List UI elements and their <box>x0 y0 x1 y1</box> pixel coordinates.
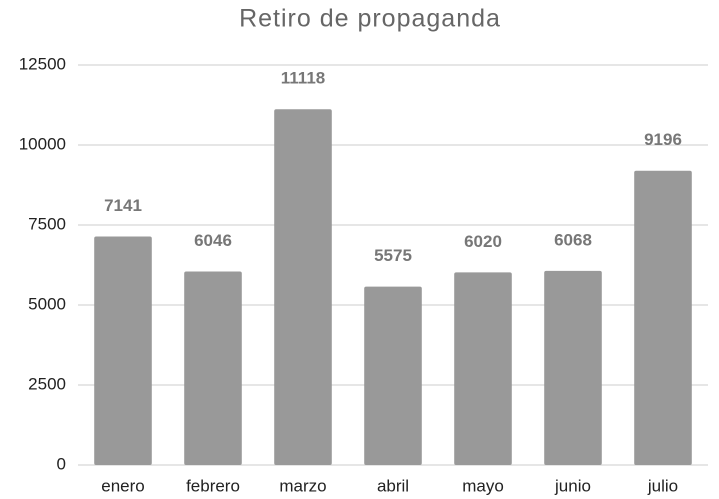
value-label: 9196 <box>644 130 682 149</box>
bar <box>274 109 332 465</box>
x-tick-label: julio <box>647 476 678 495</box>
value-label: 11118 <box>281 69 325 88</box>
value-label: 6046 <box>194 231 232 250</box>
y-tick-label: 2500 <box>28 374 66 393</box>
x-tick-label: enero <box>101 476 144 495</box>
bar <box>364 286 422 465</box>
bar <box>184 271 242 465</box>
x-tick-label: febrero <box>186 476 240 495</box>
bar <box>544 270 602 465</box>
y-tick-label: 5000 <box>28 294 66 313</box>
value-label: 7141 <box>104 196 142 215</box>
x-tick-label: abril <box>377 476 409 495</box>
bar <box>454 272 512 465</box>
x-tick-label: junio <box>554 476 591 495</box>
bar <box>634 170 692 465</box>
y-tick-label: 12500 <box>19 54 66 73</box>
bar <box>94 236 152 465</box>
x-tick-label: marzo <box>279 476 326 495</box>
x-tick-label: mayo <box>462 476 504 495</box>
y-tick-label: 7500 <box>28 214 66 233</box>
y-tick-label: 10000 <box>19 134 66 153</box>
y-tick-label: 0 <box>57 454 66 473</box>
value-label: 6020 <box>464 232 502 251</box>
value-label: 6068 <box>554 230 592 249</box>
value-label: 5575 <box>374 246 412 265</box>
chart-title: Retiro de propaganda <box>239 5 501 33</box>
